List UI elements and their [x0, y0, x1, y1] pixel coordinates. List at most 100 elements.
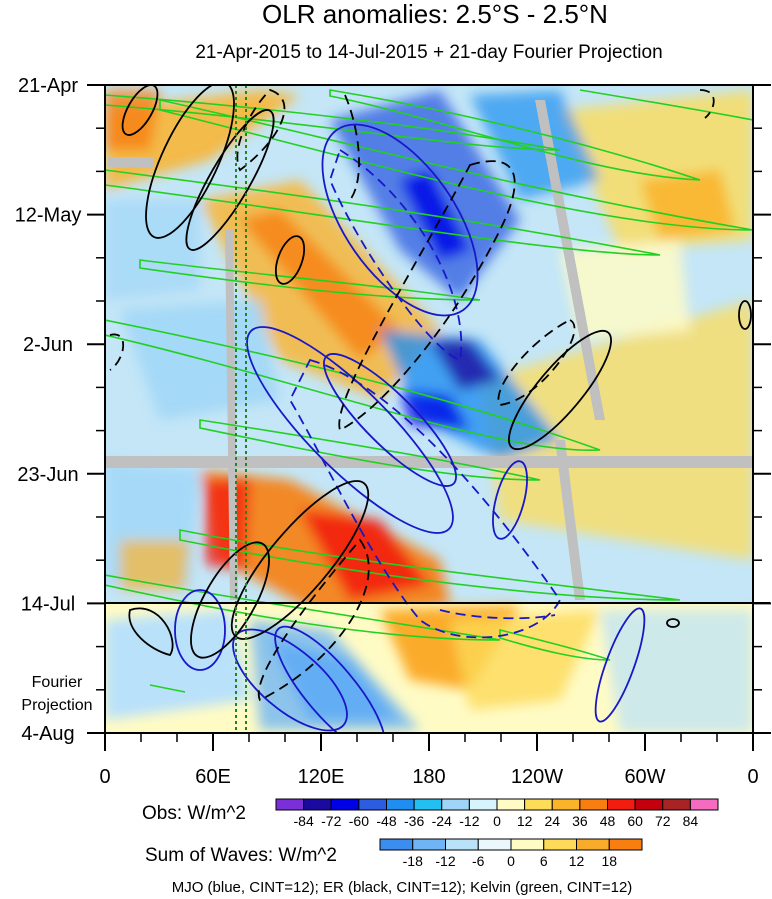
colorbar-level-label: -18: [403, 853, 423, 869]
colorbar-level-label: -48: [376, 813, 396, 829]
cold-core-2: [430, 340, 500, 390]
er-contour: [508, 329, 612, 451]
colorbar-level-label: 84: [683, 813, 699, 829]
colorbar-swatch: [576, 838, 610, 851]
projection-warm-pale: [450, 610, 600, 710]
waves-colorbar: -18 -12 -6 0 6 12 18: [379, 838, 643, 869]
mjo-contour: [274, 625, 386, 733]
x-tick-label: 120W: [511, 766, 563, 788]
colorbar-level-label: 24: [544, 813, 560, 829]
colorbar-level-label: -24: [432, 813, 452, 829]
colorbar-level-label: -36: [404, 813, 424, 829]
colorbar-swatch: [379, 838, 414, 851]
colorbar-swatch: [386, 798, 415, 811]
x-axis: 0 60E 120E 180 120W 60W 0: [99, 733, 759, 788]
er-contour: [738, 300, 752, 330]
colorbar-level-label: 0: [507, 853, 515, 869]
projection-field: [105, 603, 753, 733]
er-contour-dashed: [257, 538, 370, 702]
cold-core-1: [400, 170, 470, 260]
y-tick-label: 4-Aug: [21, 723, 74, 745]
y-tick-label: 2-Jun: [23, 334, 73, 356]
mjo-contour-dashed: [288, 358, 562, 639]
er-contour-dashed: [236, 88, 286, 172]
kelvin-contour: [329, 89, 701, 181]
colorbar-level-label: 18: [601, 853, 617, 869]
colorbar-swatch: [496, 798, 526, 811]
x-tick-label: 0: [99, 766, 110, 788]
colorbar-swatch: [510, 838, 545, 851]
x-tick-label: 120E: [298, 766, 345, 788]
mjo-contour: [174, 589, 226, 671]
colorbar-swatch: [303, 798, 332, 811]
er-contour-dashed: [109, 333, 125, 371]
warm-mid-right: [560, 240, 690, 340]
kelvin-contour: [139, 259, 481, 301]
kelvin-contour: [105, 319, 601, 452]
colorbar-level-label: -72: [321, 813, 341, 829]
colorbar-swatch: [441, 798, 470, 811]
kelvin-contour: [199, 419, 541, 481]
er-contour: [185, 109, 275, 251]
colorbar-swatch: [579, 798, 608, 811]
er-contour: [145, 85, 235, 239]
colorbar-swatch: [634, 798, 664, 811]
y-tick-label: 14-Jul: [21, 593, 75, 615]
colorbar-swatch: [477, 838, 512, 851]
fourier-label-line2: Projection: [21, 697, 92, 714]
cold-band-3: [120, 300, 280, 420]
colorbar-swatch: [524, 798, 553, 811]
waves-colorbar-label: Sum of Waves: W/m^2: [145, 845, 337, 866]
colorbar-swatch: [607, 798, 636, 811]
colorbar-swatch: [551, 798, 581, 811]
mjo-contour: [594, 607, 646, 723]
y-tick-label: 21-Apr: [18, 75, 78, 97]
colorbar-swatch: [412, 838, 446, 851]
cold-left-mid: [105, 200, 200, 300]
er-contour: [128, 607, 174, 657]
colorbar-swatch: [543, 838, 577, 851]
cold-band-2: [380, 330, 560, 460]
er-contour-dashed: [344, 94, 360, 201]
missing-data-block: [108, 157, 154, 167]
colorbar-level-label: 72: [655, 813, 671, 829]
colorbar-swatch: [608, 838, 643, 851]
obs-colorbar: -84 -72 -60 -48 -36 -24 -12 0 12 24 36 48 60 72 84: [275, 798, 719, 829]
cold-core-3: [400, 390, 470, 430]
mjo-contour-dashed: [329, 148, 463, 362]
er-contour: [190, 541, 270, 659]
missing-data-streak-3: [225, 230, 238, 600]
mjo-contour: [492, 460, 528, 540]
warm-east-late: [480, 300, 753, 560]
y-axis: 21-Apr 12-May 2-Jun 23-Jun 14-Jul 4-Aug: [15, 75, 771, 745]
warm-core-indian: [205, 480, 250, 570]
colorbar-level-label: 60: [627, 813, 643, 829]
y-tick-label: 23-Jun: [17, 464, 78, 486]
er-contour-dashed: [699, 89, 715, 119]
x-minor-ticks: [140, 733, 718, 742]
missing-data-streak-1: [535, 100, 605, 420]
colorbar-swatch: [275, 798, 305, 811]
kelvin-contour: [105, 574, 501, 641]
colorbar-level-label: 6: [540, 853, 548, 869]
chart-subtitle: 21-Apr-2015 to 14-Jul-2015 + 21-day Four…: [195, 42, 662, 63]
colorbar-level-label: -6: [472, 853, 485, 869]
er-contour-dashed: [338, 160, 516, 432]
footer-caption: MJO (blue, CINT=12); ER (black, CINT=12)…: [172, 879, 633, 896]
y-tick-label: 12-May: [15, 205, 82, 227]
mjo-contour: [323, 353, 457, 487]
projection-cold-mid: [250, 620, 420, 730]
colorbar-swatch: [445, 838, 479, 851]
obs-colorbar-label: Obs: W/m^2: [142, 803, 246, 824]
kelvin-contours: [105, 89, 753, 693]
colorbar-level-label: 12: [517, 813, 533, 829]
colorbar-swatch: [689, 798, 719, 811]
plot-area: [105, 85, 753, 733]
colorbar-level-label: -12: [435, 853, 455, 869]
fourier-label-line1: Fourier: [32, 674, 83, 691]
missing-data-streak-2: [555, 440, 585, 600]
x-tick-label: 180: [412, 766, 445, 788]
warm-top-left: [105, 90, 160, 150]
warm-core-pacific: [300, 510, 430, 600]
